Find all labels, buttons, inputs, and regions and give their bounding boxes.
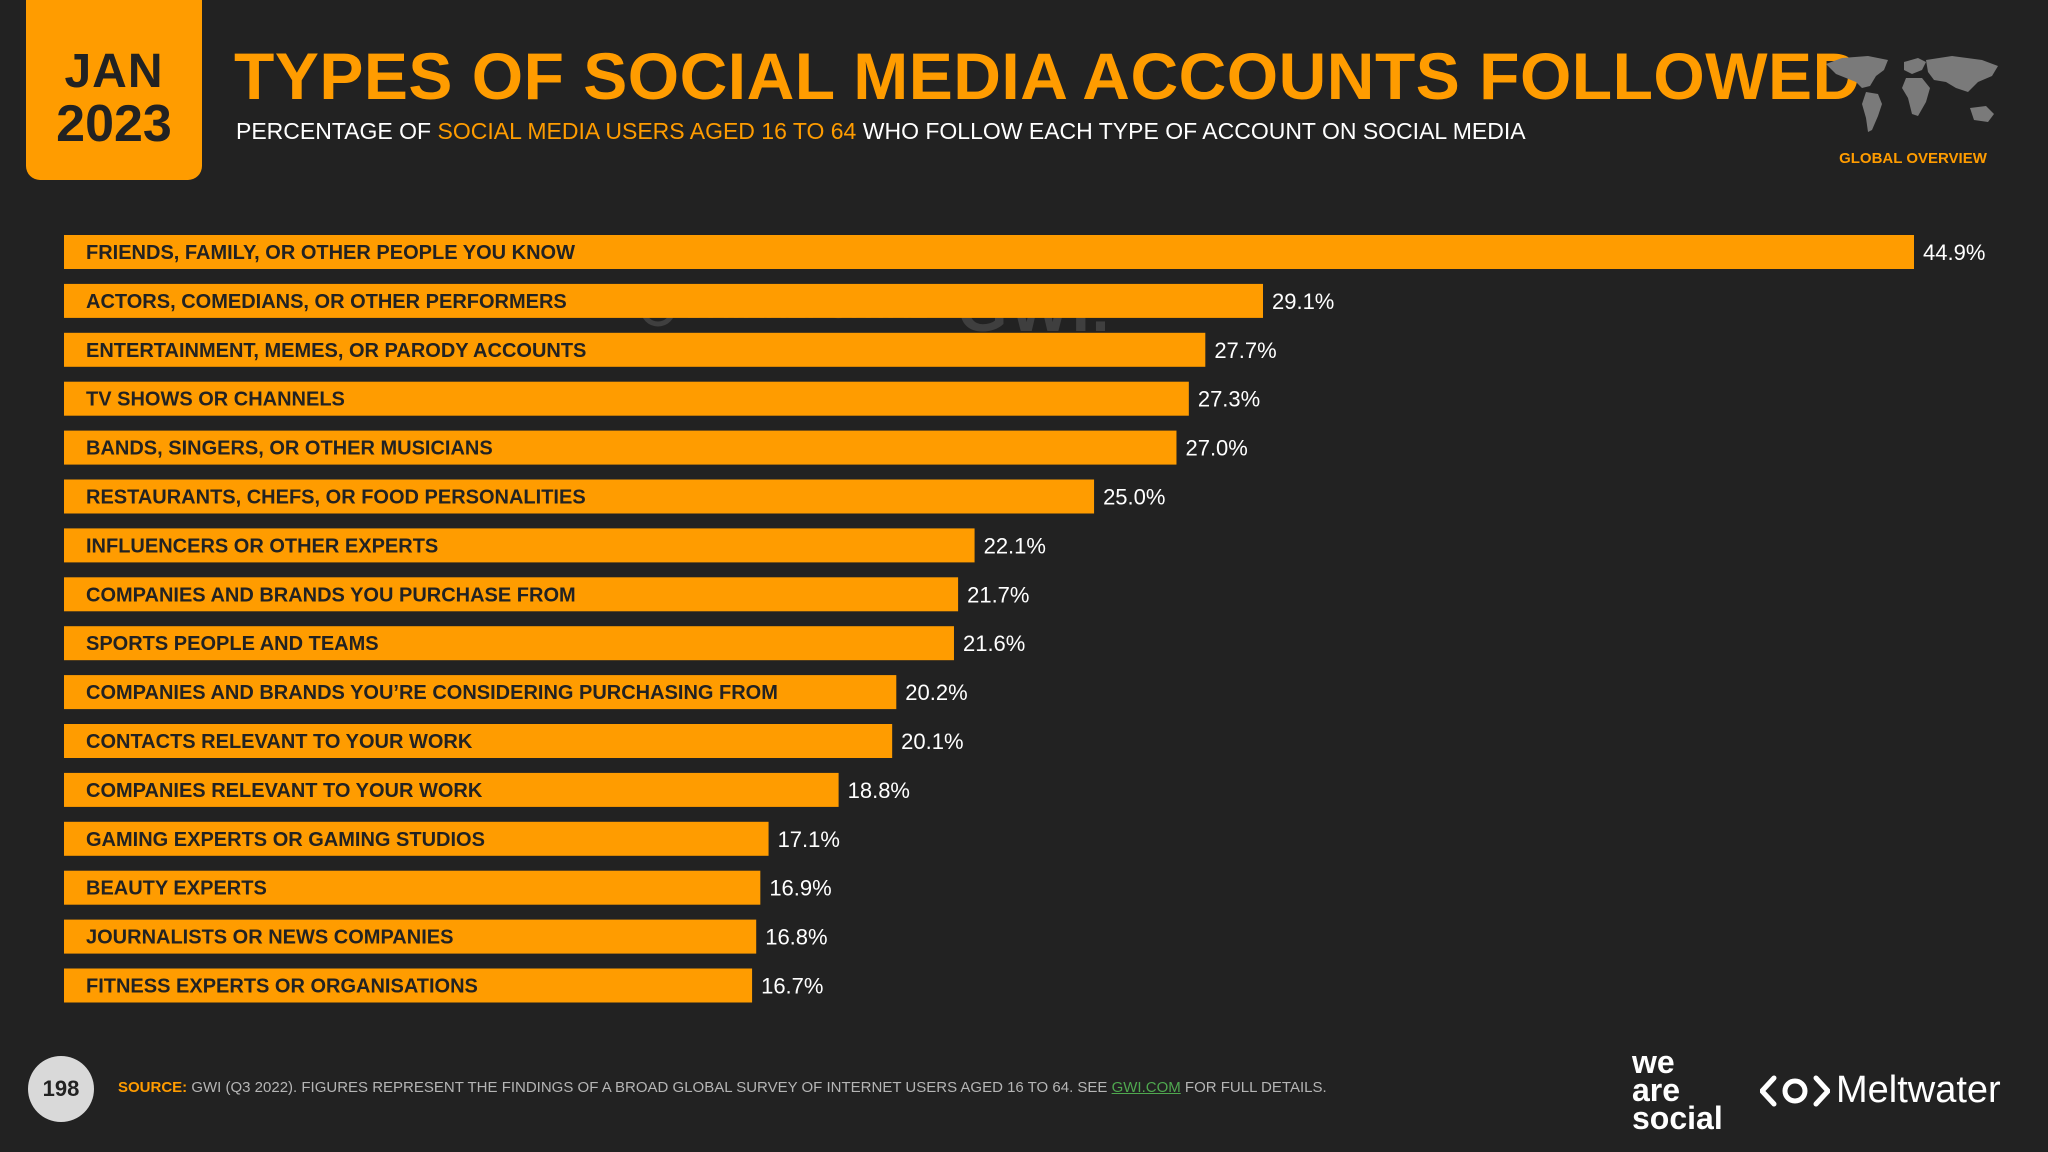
- bar-group: ACTORS, COMEDIANS, OR OTHER PERFORMERS 29…: [64, 283, 1334, 318]
- subtitle-highlight: SOCIAL MEDIA USERS AGED 16 TO 64: [437, 118, 857, 144]
- subtitle-prefix: PERCENTAGE OF: [236, 118, 438, 144]
- bar-group: JOURNALISTS OR NEWS COMPANIES 16.8%: [64, 919, 828, 954]
- meltwater-name: Meltwater: [1836, 1069, 2001, 1111]
- bar-value-label: 27.0%: [1185, 436, 1247, 461]
- page-number: 198: [28, 1056, 94, 1122]
- bar-value-label: 27.7%: [1214, 338, 1276, 363]
- bar-value-label: 18.8%: [848, 778, 910, 803]
- source-link[interactable]: GWI.COM: [1111, 1079, 1181, 1096]
- page-subtitle: PERCENTAGE OF SOCIAL MEDIA USERS AGED 16…: [236, 118, 1526, 145]
- bar: [64, 430, 1177, 465]
- bar-group: COMPANIES AND BRANDS YOU’RE CONSIDERING …: [64, 675, 968, 710]
- bar: [64, 772, 839, 807]
- bar-category-label: COMPANIES AND BRANDS YOU’RE CONSIDERING …: [86, 682, 778, 704]
- bar-value-label: 16.8%: [765, 925, 827, 950]
- bar-category-label: SPORTS PEOPLE AND TEAMS: [86, 633, 379, 655]
- bar: [64, 968, 753, 1003]
- bar-category-label: ENTERTAINMENT, MEMES, OR PARODY ACCOUNTS: [86, 340, 586, 362]
- source-label: SOURCE:: [118, 1079, 188, 1096]
- subtitle-suffix: WHO FOLLOW EACH TYPE OF ACCOUNT ON SOCIA…: [856, 118, 1526, 144]
- bar: [64, 577, 959, 612]
- source-note: SOURCE: GWI (Q3 2022). FIGURES REPRESENT…: [118, 1079, 1327, 1096]
- bar-value-label: 44.9%: [1923, 240, 1985, 265]
- bar-group: COMPANIES AND BRANDS YOU PURCHASE FROM 21…: [64, 577, 1029, 612]
- bar-category-label: FRIENDS, FAMILY, OR OTHER PEOPLE YOU KNO…: [86, 242, 575, 264]
- bar-group: BANDS, SINGERS, OR OTHER MUSICIANS 27.0%: [64, 430, 1248, 465]
- bar: [64, 870, 761, 905]
- bar-group: COMPANIES RELEVANT TO YOUR WORK 18.8%: [64, 772, 910, 807]
- date-month: JAN: [64, 45, 164, 98]
- bar-value-label: 17.1%: [778, 827, 840, 852]
- bar-value-label: 20.1%: [901, 729, 963, 754]
- bar-group: RESTAURANTS, CHEFS, OR FOOD PERSONALITIE…: [64, 479, 1165, 514]
- logo-are: are: [1632, 1072, 1681, 1108]
- source-text: GWI (Q3 2022). FIGURES REPRESENT THE FIN…: [187, 1079, 1112, 1096]
- bar: [64, 528, 975, 563]
- global-overview-label: GLOBAL OVERVIEW: [1839, 150, 1987, 167]
- bar-value-label: 21.7%: [967, 582, 1029, 607]
- bar-category-label: GAMING EXPERTS OR GAMING STUDIOS: [86, 829, 485, 851]
- bar: [64, 332, 1206, 367]
- date-badge: JAN 2023: [26, 0, 202, 180]
- bar-category-label: COMPANIES AND BRANDS YOU PURCHASE FROM: [86, 584, 576, 606]
- source-tail: FOR FULL DETAILS.: [1180, 1079, 1327, 1096]
- logo-we: we: [1632, 1044, 1675, 1080]
- bar-group: GAMING EXPERTS OR GAMING STUDIOS 17.1%: [64, 821, 840, 856]
- bar-category-label: TV SHOWS OR CHANNELS: [86, 389, 345, 411]
- bar-group: BEAUTY EXPERTS 16.9%: [64, 870, 832, 905]
- page-title: TYPES OF SOCIAL MEDIA ACCOUNTS FOLLOWED: [234, 39, 1861, 113]
- bar-value-label: 16.7%: [761, 974, 823, 999]
- bar-category-label: BEAUTY EXPERTS: [86, 878, 267, 900]
- bar-group: ENTERTAINMENT, MEMES, OR PARODY ACCOUNTS…: [64, 332, 1277, 367]
- bar-category-label: FITNESS EXPERTS OR ORGANISATIONS: [86, 976, 478, 998]
- meltwater-logo: Meltwater: [1760, 1069, 2001, 1112]
- bar: [64, 381, 1189, 416]
- bar-category-label: BANDS, SINGERS, OR OTHER MUSICIANS: [86, 438, 493, 460]
- bar: [64, 283, 1263, 318]
- bar: [64, 626, 954, 661]
- bar: [64, 675, 897, 710]
- we-are-social-logo: we are social: [1632, 1044, 1723, 1136]
- bar-value-label: 21.6%: [963, 631, 1025, 656]
- bar-group: FITNESS EXPERTS OR ORGANISATIONS 16.7%: [64, 968, 823, 1003]
- bar-value-label: 20.2%: [905, 680, 967, 705]
- bar-value-label: 22.1%: [984, 533, 1046, 558]
- bar: [64, 479, 1095, 514]
- bar: [64, 235, 1914, 269]
- bar-category-label: COMPANIES RELEVANT TO YOUR WORK: [86, 780, 483, 802]
- world-map-icon: [1826, 56, 1998, 132]
- bar: [64, 821, 769, 856]
- bar-category-label: CONTACTS RELEVANT TO YOUR WORK: [86, 731, 473, 753]
- bar-category-label: ACTORS, COMEDIANS, OR OTHER PERFORMERS: [86, 291, 567, 313]
- bar-value-label: 25.0%: [1103, 485, 1165, 510]
- bar-value-label: 29.1%: [1272, 289, 1334, 314]
- bar-value-label: 27.3%: [1198, 387, 1260, 412]
- date-year: 2023: [56, 95, 172, 153]
- bar: [64, 919, 757, 954]
- bar-value-label: 16.9%: [769, 876, 831, 901]
- bar-group: INFLUENCERS OR OTHER EXPERTS 22.1%: [64, 528, 1046, 563]
- bar-category-label: RESTAURANTS, CHEFS, OR FOOD PERSONALITIE…: [86, 487, 586, 509]
- meltwater-mark-icon: [1760, 1075, 1830, 1106]
- bar-group: SPORTS PEOPLE AND TEAMS 21.6%: [64, 626, 1025, 661]
- bar-category-label: JOURNALISTS OR NEWS COMPANIES: [86, 927, 453, 949]
- bar-group: TV SHOWS OR CHANNELS 27.3%: [64, 381, 1260, 416]
- bar: [64, 724, 893, 758]
- logo-social: social: [1632, 1100, 1723, 1136]
- bar-group: CONTACTS RELEVANT TO YOUR WORK 20.1%: [64, 724, 964, 758]
- bar-chart: FRIENDS, FAMILY, OR OTHER PEOPLE YOU KNO…: [64, 235, 1985, 1003]
- bar-group: FRIENDS, FAMILY, OR OTHER PEOPLE YOU KNO…: [64, 235, 1985, 269]
- bar-category-label: INFLUENCERS OR OTHER EXPERTS: [86, 535, 438, 557]
